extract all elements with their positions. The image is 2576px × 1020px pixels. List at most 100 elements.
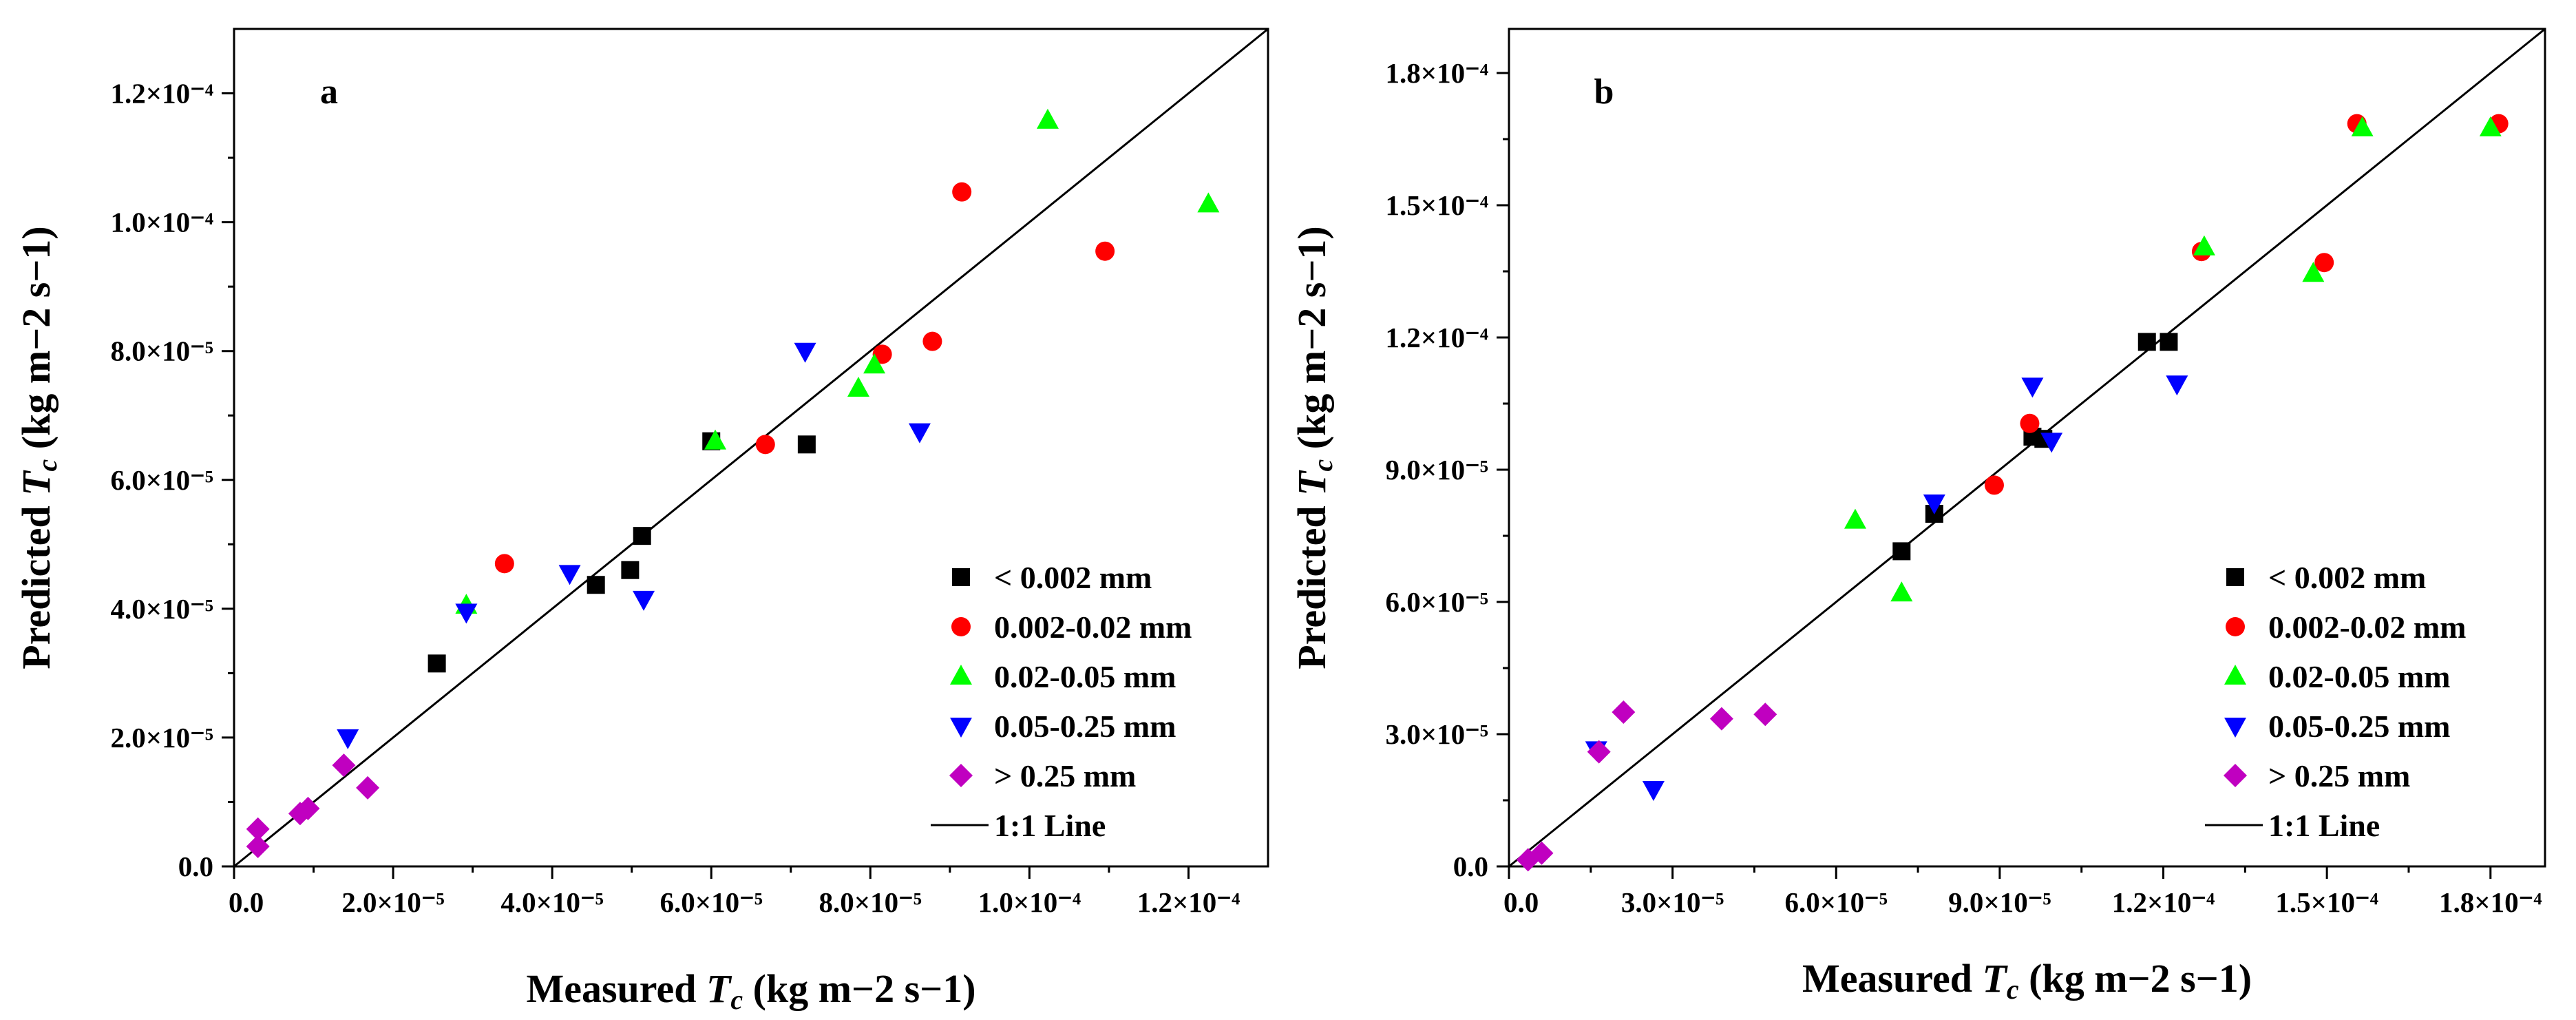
y-tick-label: 1.5×10⁻⁴	[1385, 189, 1488, 221]
data-point	[1844, 508, 1866, 529]
x-axis-title-prefix: Measured	[1802, 956, 1983, 1001]
legend-label: > 0.25 mm	[2268, 758, 2410, 793]
data-point	[704, 429, 727, 450]
legend-marker	[2226, 568, 2244, 586]
data-point	[2479, 116, 2502, 136]
data-point	[2160, 333, 2178, 351]
legend-label: 0.02-0.05 mm	[994, 659, 1176, 694]
legend-label: 0.05-0.25 mm	[2268, 709, 2450, 744]
legend-label: < 0.002 mm	[994, 560, 1152, 595]
data-point	[356, 776, 380, 800]
legend-marker	[2224, 718, 2246, 738]
y-axis-title-prefix: Predicted	[14, 496, 59, 669]
data-point	[494, 554, 514, 574]
legend-marker	[950, 718, 972, 738]
x-tick-label: 9.0×10⁻⁵	[1948, 886, 2051, 918]
plot-frame	[1508, 28, 2546, 868]
legend-marker	[952, 568, 970, 586]
data-point	[1587, 740, 1611, 764]
data-point	[1642, 781, 1665, 801]
y-axis-title-units: (kg m−2 s−1)	[1289, 226, 1334, 459]
data-point	[1709, 707, 1733, 731]
y-axis-title-variable: T	[1289, 470, 1334, 496]
legend-label: 0.05-0.25 mm	[994, 709, 1176, 744]
panel-a: 0.0 2.0×10⁻⁵ 4.0×10⁻⁵ 6.0×10⁻⁵ 8.0×10⁻⁵ 1.0×1…	[14, 28, 1269, 1015]
y-tick-label: 6.0×10⁻⁵	[1385, 586, 1488, 618]
panel-label: a	[320, 72, 338, 112]
x-tick-label: 8.0×10⁻⁵	[819, 886, 922, 918]
y-axis-title-units: (kg m−2 s−1)	[14, 226, 59, 459]
y-tick-label: 1.2×10⁻⁴	[110, 78, 213, 110]
legend-marker	[951, 617, 971, 636]
data-point	[246, 835, 270, 859]
data-point	[797, 435, 816, 454]
data-point	[1095, 241, 1115, 261]
y-tick-label: 8.0×10⁻⁵	[110, 335, 213, 367]
y-axis-title: Predicted Tc (kg m−2 s−1)	[14, 226, 63, 669]
data-point	[1036, 108, 1059, 129]
x-axis-title-units: (kg m−2 s−1)	[743, 966, 975, 1011]
data-point	[755, 435, 775, 455]
data-point	[455, 603, 478, 624]
legend-label-line: 1:1 Line	[994, 808, 1106, 843]
y-tick-label: 1.8×10⁻⁴	[1385, 57, 1488, 89]
data-point	[2166, 375, 2188, 396]
data-point	[922, 331, 942, 351]
x-tick-label: 6.0×10⁻⁵	[1784, 886, 1888, 918]
legend-marker	[949, 764, 973, 787]
data-point	[1890, 581, 1913, 602]
y-tick-label: 0.0	[1453, 851, 1488, 882]
legend-marker	[2226, 617, 2245, 636]
data-point	[1612, 700, 1636, 724]
one-to-one-line	[1508, 28, 2546, 868]
panel-b: 0.0 3.0×10⁻⁵ 6.0×10⁻⁵ 9.0×10⁻⁵ 1.2×10⁻⁴ 1.5×1…	[1289, 28, 2546, 1005]
data-point	[872, 344, 892, 364]
data-point	[633, 527, 651, 545]
legend-label: 0.002-0.02 mm	[2268, 610, 2466, 645]
x-tick-label: 4.0×10⁻⁵	[500, 886, 604, 918]
data-point	[558, 565, 581, 585]
x-tick-label: 1.0×10⁻⁴	[978, 886, 1081, 918]
data-point	[1984, 475, 2004, 495]
data-point	[2302, 262, 2325, 282]
legend-label: > 0.25 mm	[994, 758, 1136, 793]
y-tick-label: 3.0×10⁻⁵	[1385, 718, 1488, 750]
y-axis-title-subscript: c	[32, 459, 63, 471]
y-axis-title: Predicted Tc (kg m−2 s−1)	[1289, 226, 1338, 669]
data-point	[332, 753, 356, 778]
legend-marker	[2224, 665, 2246, 685]
x-tick-label: 1.2×10⁻⁴	[2112, 886, 2215, 918]
x-axis-title-prefix: Measured	[526, 966, 706, 1011]
data-point	[621, 561, 640, 579]
data-point	[427, 654, 446, 673]
y-axis-title-subscript: c	[1307, 459, 1338, 471]
data-point	[794, 342, 816, 363]
legend-label-line: 1:1 Line	[2268, 808, 2380, 843]
x-axis-title-variable: T	[706, 966, 732, 1011]
x-axis-title-units: (kg m−2 s−1)	[2019, 956, 2252, 1001]
x-tick-label: 0.0	[1503, 886, 1539, 918]
x-tick-label: 0.0	[229, 886, 264, 918]
data-point	[246, 817, 270, 841]
data-point	[952, 182, 972, 202]
plot-frame	[233, 28, 1269, 868]
x-tick-label: 6.0×10⁻⁵	[659, 886, 763, 918]
data-point	[587, 576, 605, 594]
data-point	[863, 353, 886, 374]
x-axis-title-subscript: c	[2007, 974, 2019, 1005]
legend-marker	[950, 665, 972, 685]
y-tick-label: 2.0×10⁻⁵	[110, 722, 213, 753]
data-point	[2040, 433, 2063, 453]
y-tick-label: 4.0×10⁻⁵	[110, 593, 213, 625]
data-point	[1530, 841, 1554, 865]
legend-marker	[2224, 764, 2247, 787]
x-axis-title-subscript: c	[730, 984, 743, 1015]
data-point	[1197, 192, 1220, 213]
data-point	[847, 376, 869, 397]
data-point	[1753, 702, 1777, 727]
y-tick-label: 1.2×10⁻⁴	[1385, 322, 1488, 353]
panel-label: b	[1594, 72, 1614, 112]
data-point	[296, 796, 320, 820]
